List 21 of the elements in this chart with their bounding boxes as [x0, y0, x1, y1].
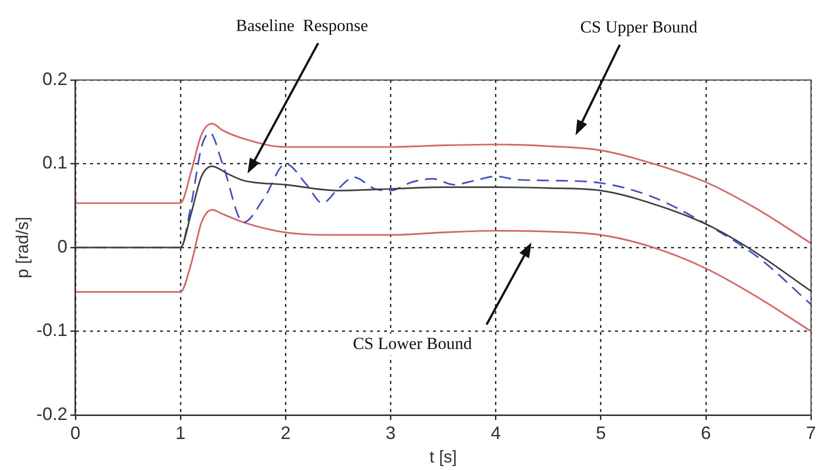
x-tick-label: 5	[596, 422, 606, 443]
y-tick-label: -0.2	[36, 404, 68, 424]
x-axis-title: t [s]	[430, 447, 457, 466]
x-tick-label: 7	[806, 422, 816, 443]
x-tick-label: 0	[70, 422, 80, 443]
text: Baseline Response	[236, 16, 368, 35]
x-tick-label: 4	[490, 422, 501, 443]
x-tick-label: 3	[386, 422, 396, 443]
x-tick-label: 1	[175, 422, 186, 443]
line-series	[75, 165, 811, 292]
x-tick-label: 6	[700, 422, 711, 443]
y-tick-label: 0.2	[42, 68, 68, 89]
text: CS Upper Bound	[580, 18, 698, 37]
x-tick-label: 2	[280, 422, 291, 443]
y-axis-title: p [rad/s]	[12, 216, 32, 278]
y-tick-label: 0	[57, 236, 68, 256]
y-tick-label: -0.1	[36, 320, 68, 340]
line-series	[75, 122, 811, 244]
annotation: CS Lower Bound	[352, 334, 472, 354]
line-series	[75, 209, 811, 332]
y-tick-label: 0.1	[42, 152, 68, 173]
